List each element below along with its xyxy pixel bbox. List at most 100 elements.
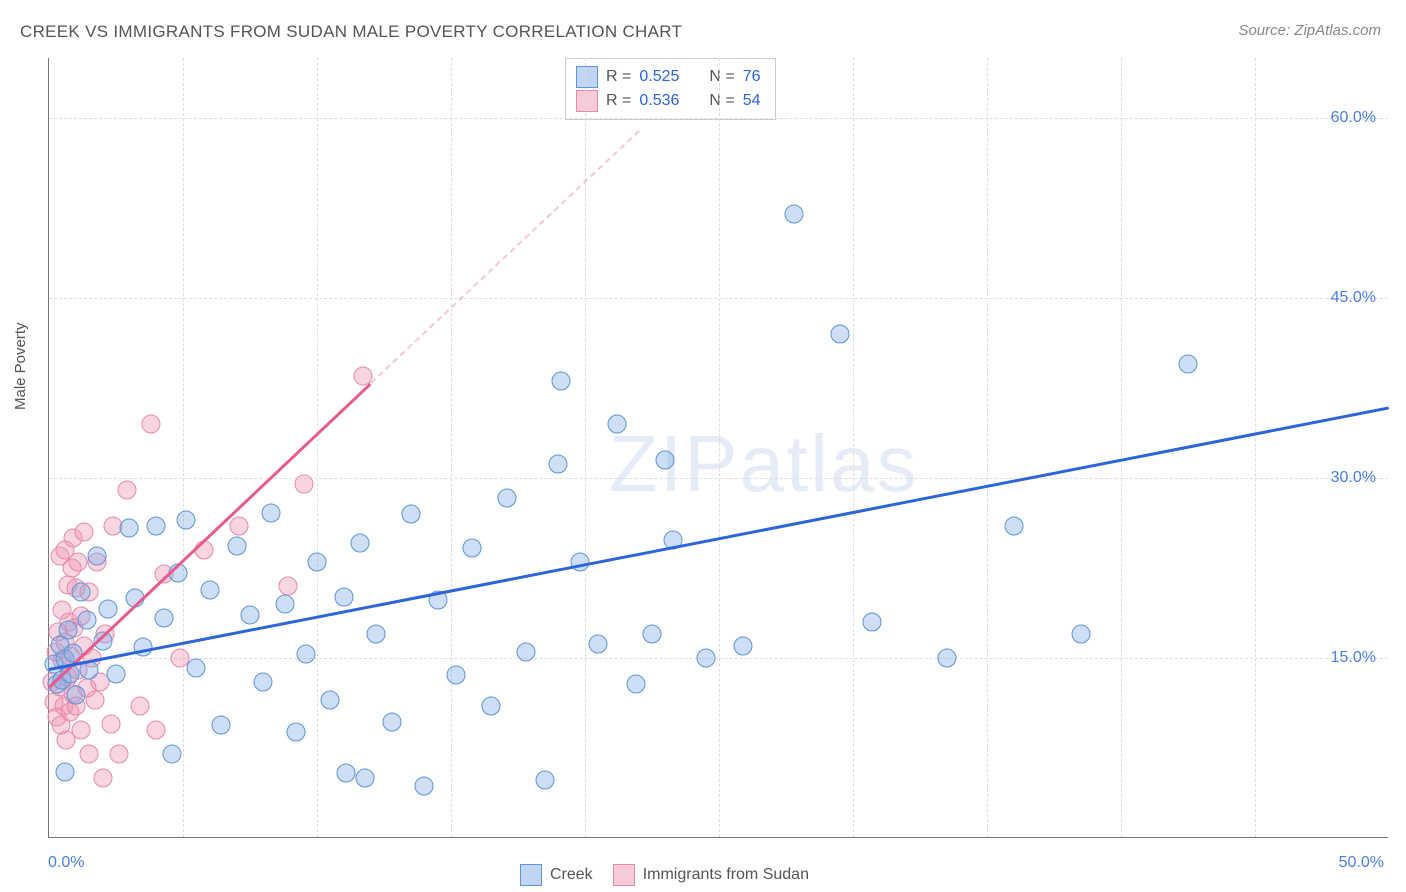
stats-legend-row: R =0.536N =54 xyxy=(576,89,761,113)
legend-n-label: N = xyxy=(709,92,734,110)
data-point xyxy=(463,538,482,557)
data-point xyxy=(549,454,568,473)
data-point xyxy=(241,605,260,624)
data-point xyxy=(447,665,466,684)
y-tick-label: 45.0% xyxy=(1331,289,1376,307)
y-tick-label: 15.0% xyxy=(1331,649,1376,667)
data-point xyxy=(131,697,150,716)
gridline-v xyxy=(585,58,586,837)
data-point xyxy=(147,721,166,740)
data-point xyxy=(88,547,107,566)
data-point xyxy=(734,637,753,656)
data-point xyxy=(1004,517,1023,536)
data-point xyxy=(93,769,112,788)
data-point xyxy=(517,643,536,662)
data-point xyxy=(163,745,182,764)
series-legend-label: Creek xyxy=(550,866,593,884)
data-point xyxy=(107,664,126,683)
series-legend-label: Immigrants from Sudan xyxy=(643,866,809,884)
data-point xyxy=(211,716,230,735)
data-point xyxy=(80,745,99,764)
trend-line xyxy=(370,130,639,383)
data-point xyxy=(56,763,75,782)
gridline-v xyxy=(1255,58,1256,837)
data-point xyxy=(101,715,120,734)
gridline-v xyxy=(987,58,988,837)
data-point xyxy=(535,771,554,790)
data-point xyxy=(415,777,434,796)
legend-r-label: R = xyxy=(606,68,631,86)
gridline-v xyxy=(451,58,452,837)
data-point xyxy=(275,595,294,614)
data-point xyxy=(155,609,174,628)
data-point xyxy=(141,415,160,434)
data-point xyxy=(830,325,849,344)
legend-r-value: 0.525 xyxy=(639,68,679,86)
data-point xyxy=(294,475,313,494)
data-point xyxy=(643,625,662,644)
data-point xyxy=(366,625,385,644)
data-point xyxy=(278,577,297,596)
series-legend-item: Creek xyxy=(520,864,593,886)
y-tick-label: 30.0% xyxy=(1331,469,1376,487)
legend-swatch xyxy=(576,90,598,112)
trend-line xyxy=(48,382,372,688)
x-tick-max: 50.0% xyxy=(1339,854,1384,872)
data-point xyxy=(626,675,645,694)
data-point xyxy=(656,451,675,470)
data-point xyxy=(85,691,104,710)
data-point xyxy=(1179,355,1198,374)
data-point xyxy=(230,517,249,536)
data-point xyxy=(262,503,281,522)
data-point xyxy=(696,649,715,668)
data-point xyxy=(200,580,219,599)
data-point xyxy=(785,205,804,224)
data-point xyxy=(608,415,627,434)
data-point xyxy=(72,583,91,602)
data-point xyxy=(187,658,206,677)
legend-n-value: 54 xyxy=(743,92,761,110)
data-point xyxy=(401,505,420,524)
data-point xyxy=(321,691,340,710)
data-point xyxy=(58,621,77,640)
data-point xyxy=(308,553,327,572)
gridline-v xyxy=(719,58,720,837)
plot-area: ZIPatlas R =0.525N =76R =0.536N =54 15.0… xyxy=(48,58,1388,838)
y-axis-label: Male Poverty xyxy=(12,322,29,410)
chart-title: CREEK VS IMMIGRANTS FROM SUDAN MALE POVE… xyxy=(20,22,682,42)
x-tick-min: 0.0% xyxy=(48,854,84,872)
data-point xyxy=(109,745,128,764)
data-point xyxy=(862,613,881,632)
data-point xyxy=(77,610,96,629)
series-legend-item: Immigrants from Sudan xyxy=(613,864,809,886)
gridline-v xyxy=(317,58,318,837)
watermark: ZIPatlas xyxy=(609,418,918,510)
series-legend: Creek Immigrants from Sudan xyxy=(520,864,809,886)
data-point xyxy=(72,721,91,740)
data-point xyxy=(147,517,166,536)
data-point xyxy=(117,481,136,500)
data-point xyxy=(482,697,501,716)
data-point xyxy=(120,519,139,538)
data-point xyxy=(350,533,369,552)
data-point xyxy=(356,769,375,788)
legend-n-label: N = xyxy=(709,68,734,86)
gridline-v xyxy=(853,58,854,837)
legend-swatch xyxy=(520,864,542,886)
data-point xyxy=(498,489,517,508)
legend-n-value: 76 xyxy=(743,68,761,86)
data-point xyxy=(589,634,608,653)
data-point xyxy=(69,553,88,572)
data-point xyxy=(254,673,273,692)
data-point xyxy=(66,686,85,705)
data-point xyxy=(227,537,246,556)
data-point xyxy=(297,645,316,664)
data-point xyxy=(937,649,956,668)
data-point xyxy=(98,599,117,618)
data-point xyxy=(74,523,93,542)
legend-swatch xyxy=(613,864,635,886)
data-point xyxy=(551,371,570,390)
chart-container: CREEK VS IMMIGRANTS FROM SUDAN MALE POVE… xyxy=(0,0,1406,892)
stats-legend-row: R = 0.525 N = 76 xyxy=(576,65,761,89)
data-point xyxy=(337,764,356,783)
